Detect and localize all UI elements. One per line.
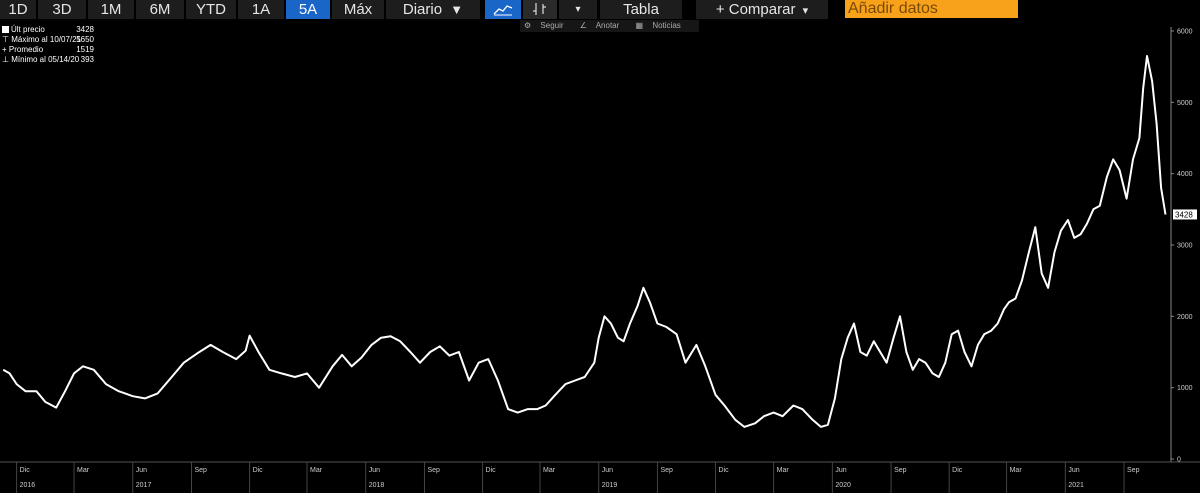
range-max-button[interactable]: Máx [332,0,384,19]
chart-axes: 0 1000 2000 3000 4000 5000 6000 Dic 2016 Mar Jun 20… [0,27,1200,493]
x-tick-label: Dic [719,467,730,474]
range-1a-button[interactable]: 1A [238,0,284,19]
y-tick-label: 5000 [1177,100,1193,107]
range-1d-button[interactable]: 1D [0,0,36,19]
legend-max-value: 5650 [76,35,94,44]
legend-last-price: Últ precio 3428 [2,25,94,35]
x-tick-label: Sep [894,467,907,474]
x-year-label: 2021 [1068,482,1084,489]
chart-type-dropdown-icon[interactable]: ▾ [559,0,597,19]
dropdown-arrow-icon: ▼ [450,2,464,17]
x-tick-label: Mar [1010,467,1023,474]
add-data-input[interactable]: Añadir datos [845,0,1018,18]
x-tick-label: Sep [660,467,673,474]
table-button[interactable]: Tabla [600,0,682,19]
x-tick-label: Jun [136,467,147,474]
range-3d-button[interactable]: 3D [38,0,86,19]
x-year-label: 2020 [835,482,851,489]
compare-label: + Comparar [715,1,796,18]
price-series-line [2,55,1167,428]
legend-avg: + Promedio 1519 [2,45,94,55]
x-tick-label: Dic [952,467,963,474]
chart-legend: Últ precio 3428 ⊤ Máximo al 10/07/21 565… [2,25,94,65]
x-tick-label: Jun [602,467,613,474]
last-price-tag-bg [1173,209,1197,220]
legend-max-label: Máximo al 10/07/21 [11,35,82,44]
legend-avg-label: Promedio [8,45,44,54]
legend-min-label: Mínimo al 05/14/20 [11,55,80,64]
toolbar: 1D 3D 1M 6M YTD 1A 5A Máx Diario ▼ ▾ Tab… [0,0,1200,19]
x-year-label: 2016 [20,482,36,489]
frequency-dropdown[interactable]: Diario ▼ [386,0,480,19]
x-year-label: 2018 [369,482,385,489]
frequency-label: Diario [402,1,443,18]
x-year-label: 2019 [602,482,618,489]
annotate-button[interactable]: ∠ Anotar [580,21,627,30]
x-tick-label: Dic [253,467,264,474]
candle-chart-icon[interactable] [523,0,557,19]
news-icon: ▦ [635,21,644,30]
pencil-icon: ∠ [579,21,587,30]
legend-last-price-label: Últ precio [11,25,45,34]
x-tick-label: Mar [777,467,790,474]
news-label: Noticias [652,21,681,30]
range-1m-button[interactable]: 1M [88,0,134,19]
x-tick-label: Mar [310,467,323,474]
y-tick-label: 0 [1177,457,1181,464]
max-marker-icon: ⊤ [2,35,12,44]
x-tick-label: Mar [543,467,556,474]
line-chart-icon[interactable] [485,0,521,19]
y-tick-label: 1000 [1177,385,1193,392]
compare-button[interactable]: + Comparar ▾ [696,0,828,19]
x-tick-label: Dic [486,467,497,474]
follow-label: Seguir [540,21,564,30]
y-tick-label: 6000 [1177,29,1193,36]
x-tick-label: Sep [194,467,207,474]
y-tick-label: 4000 [1177,171,1193,178]
legend-min: ⊥ Mínimo al 05/14/20 393 [2,55,94,65]
x-tick-label: Jun [835,467,846,474]
legend-min-value: 393 [80,55,94,64]
legend-last-price-value: 3428 [76,25,94,34]
follow-button[interactable]: ⚙ Seguir [524,21,571,30]
compare-arrow-icon: ▾ [802,5,809,17]
legend-avg-value: 1519 [76,45,94,54]
x-tick-label: Dic [20,467,31,474]
last-price-tag: 3428 [1175,210,1193,219]
x-tick-label: Mar [77,467,90,474]
min-marker-icon: ⊥ [2,55,12,64]
annotate-label: Anotar [595,21,620,30]
series-swatch [2,26,9,33]
gear-icon: ⚙ [524,21,532,30]
x-tick-label: Sep [427,467,440,474]
chart-subtools: ⚙ Seguir ∠ Anotar ▦ Noticias [520,20,699,32]
x-year-label: 2017 [136,482,152,489]
plot-area: 3428 [2,55,1197,428]
x-tick-label: Jun [1068,467,1079,474]
range-5a-button[interactable]: 5A [286,0,330,19]
range-6m-button[interactable]: 6M [136,0,184,19]
x-tick-label: Sep [1127,467,1140,474]
news-button[interactable]: ▦ Noticias [636,21,688,30]
range-ytd-button[interactable]: YTD [186,0,236,19]
y-tick-label: 2000 [1177,314,1193,321]
avg-marker-icon: + [2,45,9,54]
y-tick-label: 3000 [1177,243,1193,250]
legend-max: ⊤ Máximo al 10/07/21 5650 [2,35,94,45]
x-tick-label: Jun [369,467,380,474]
